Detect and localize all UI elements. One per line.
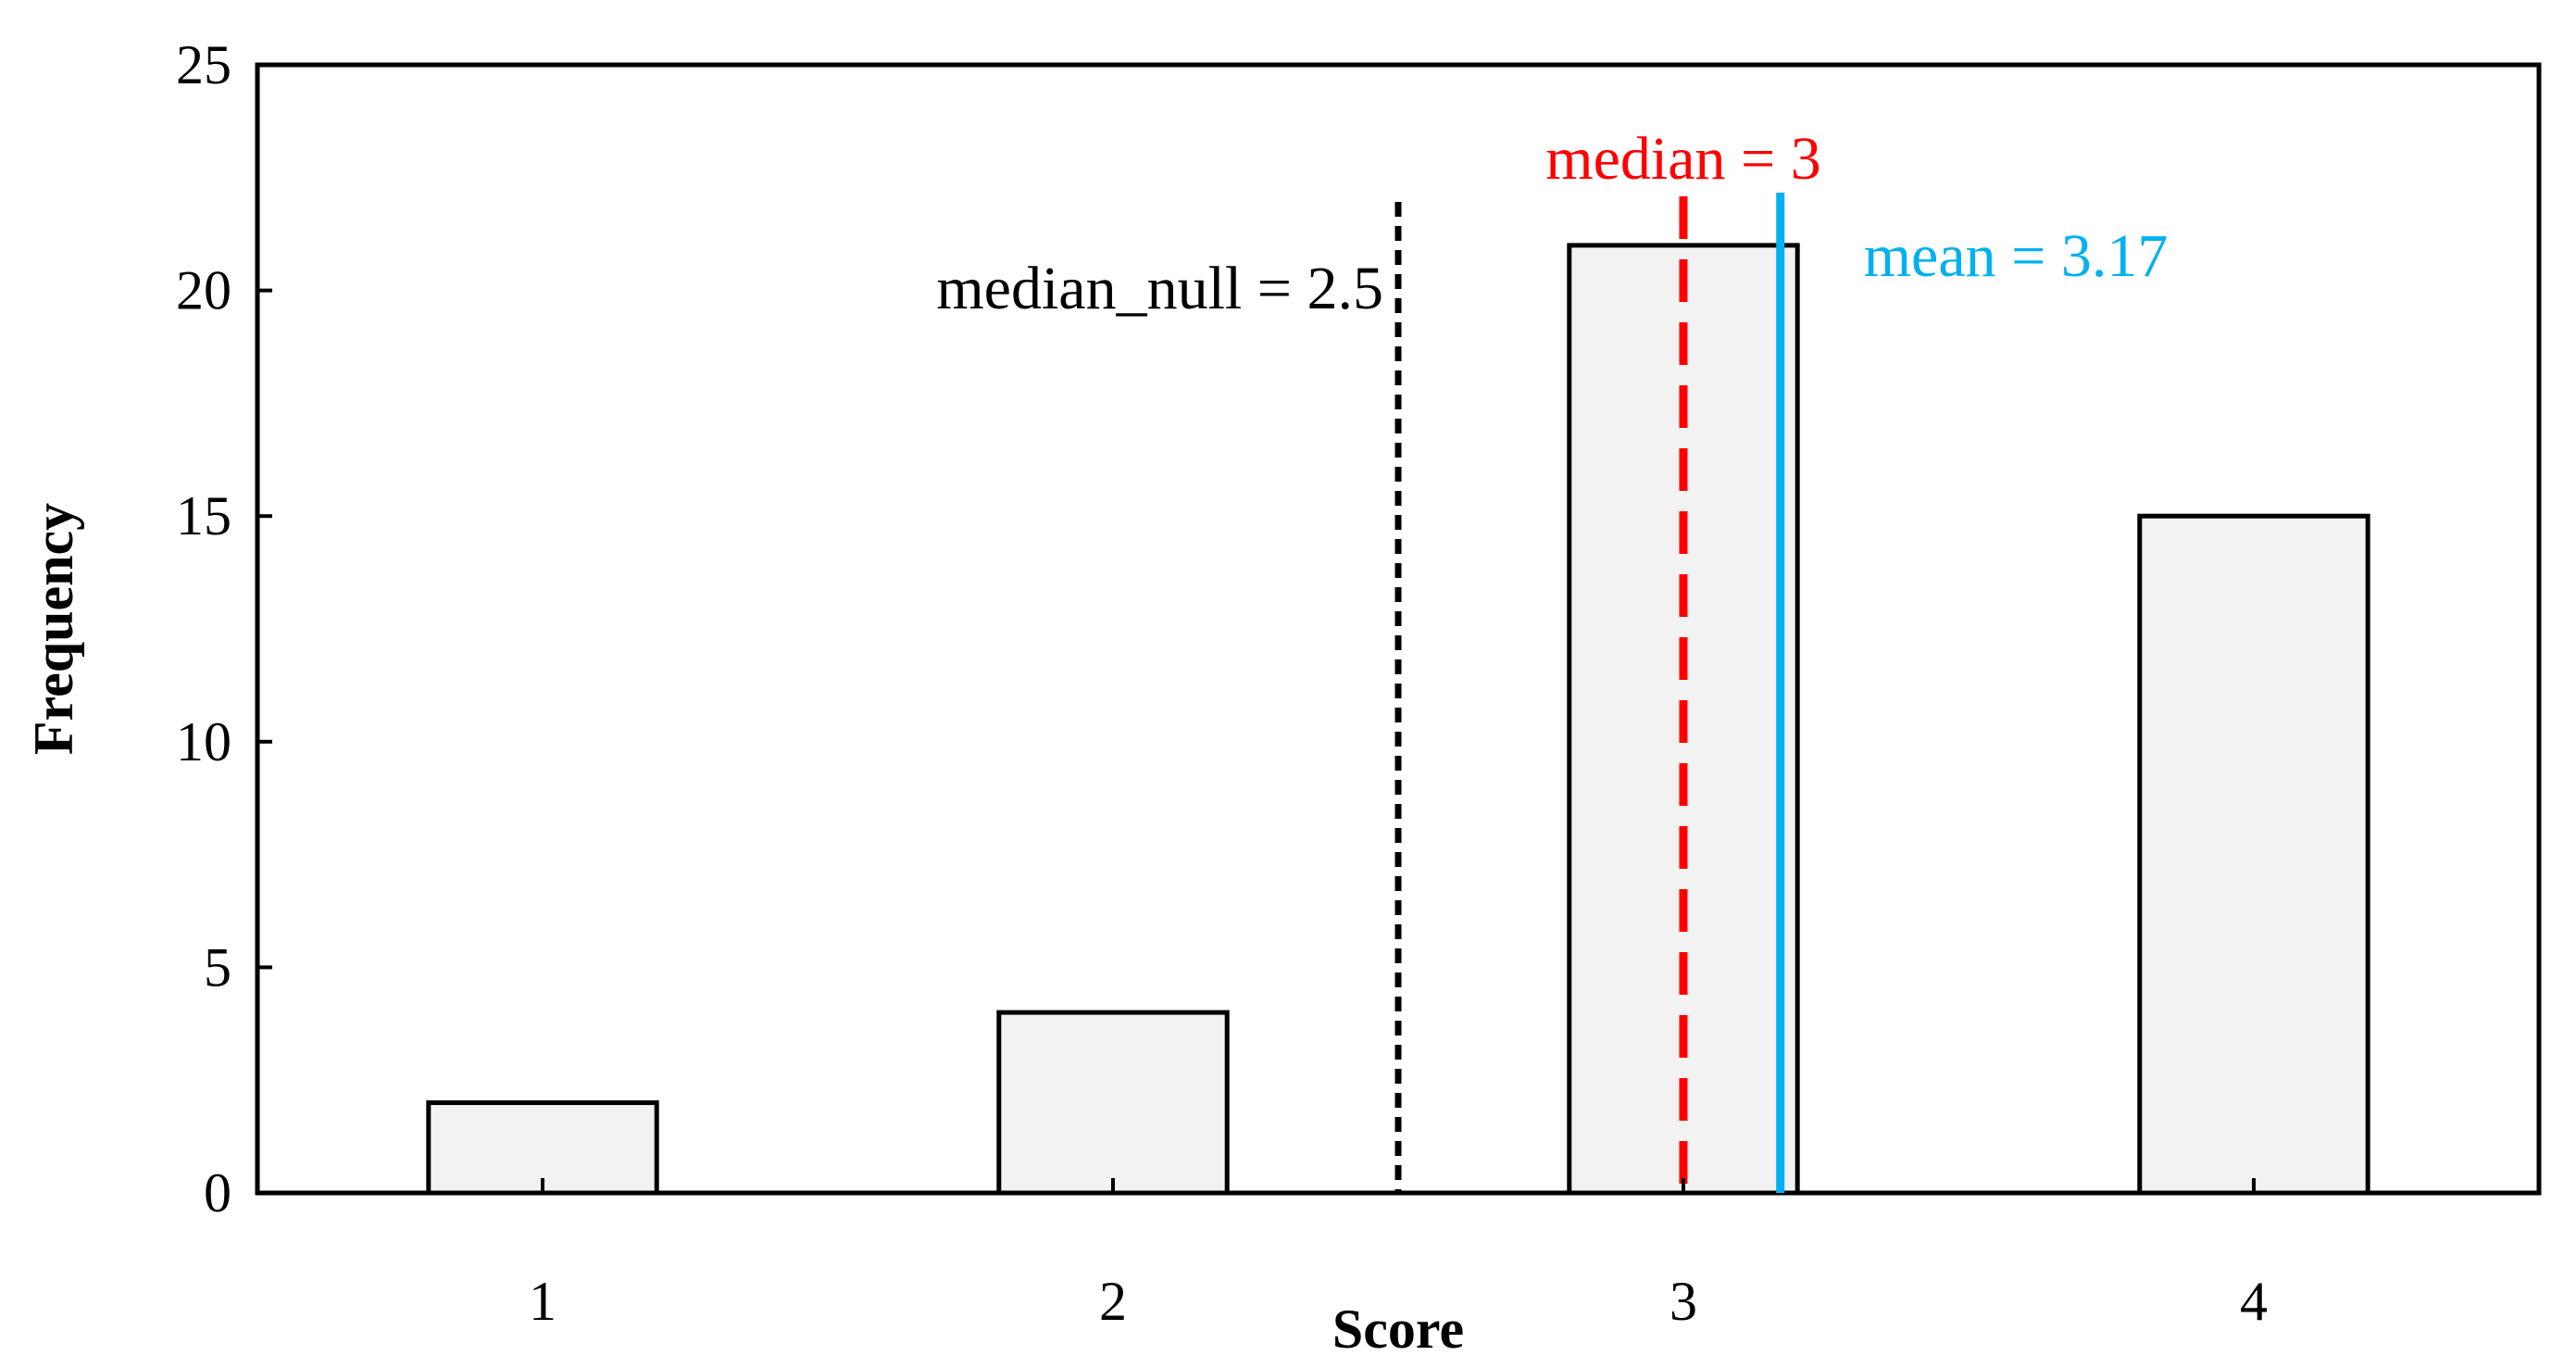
y-tick-label: 20 bbox=[176, 260, 231, 321]
bar-score-2 bbox=[996, 1010, 1230, 1196]
y-axis-title: Frequency bbox=[23, 503, 84, 755]
reference-line-label: median_null = 2.5 bbox=[936, 255, 1383, 322]
reference-line-label: median = 3 bbox=[1545, 125, 1820, 193]
y-tick-label: 25 bbox=[176, 34, 231, 95]
y-tick-label: 10 bbox=[176, 711, 231, 772]
y-tick-label: 0 bbox=[204, 1162, 231, 1224]
reference-line-label: mean = 3.17 bbox=[1864, 222, 2169, 290]
x-tick-label: 1 bbox=[529, 1271, 556, 1332]
x-axis-ticks: 1 2 3 4 bbox=[529, 1178, 2268, 1332]
y-tick-label: 5 bbox=[204, 936, 231, 998]
x-tick-label: 4 bbox=[2240, 1271, 2268, 1332]
bar-score-4 bbox=[2137, 513, 2370, 1196]
reference-lines-group bbox=[1394, 193, 1785, 1193]
x-axis-title: Score bbox=[1332, 1299, 1464, 1360]
y-axis-ticks: 0 5 10 15 20 25 bbox=[176, 34, 272, 1224]
y-tick-label: 15 bbox=[176, 485, 231, 546]
x-tick-label: 2 bbox=[1099, 1271, 1127, 1332]
x-tick-label: 3 bbox=[1669, 1271, 1697, 1332]
reference-labels-group: median_null = 2.5 median = 3 mean = 3.17 bbox=[936, 125, 2168, 322]
